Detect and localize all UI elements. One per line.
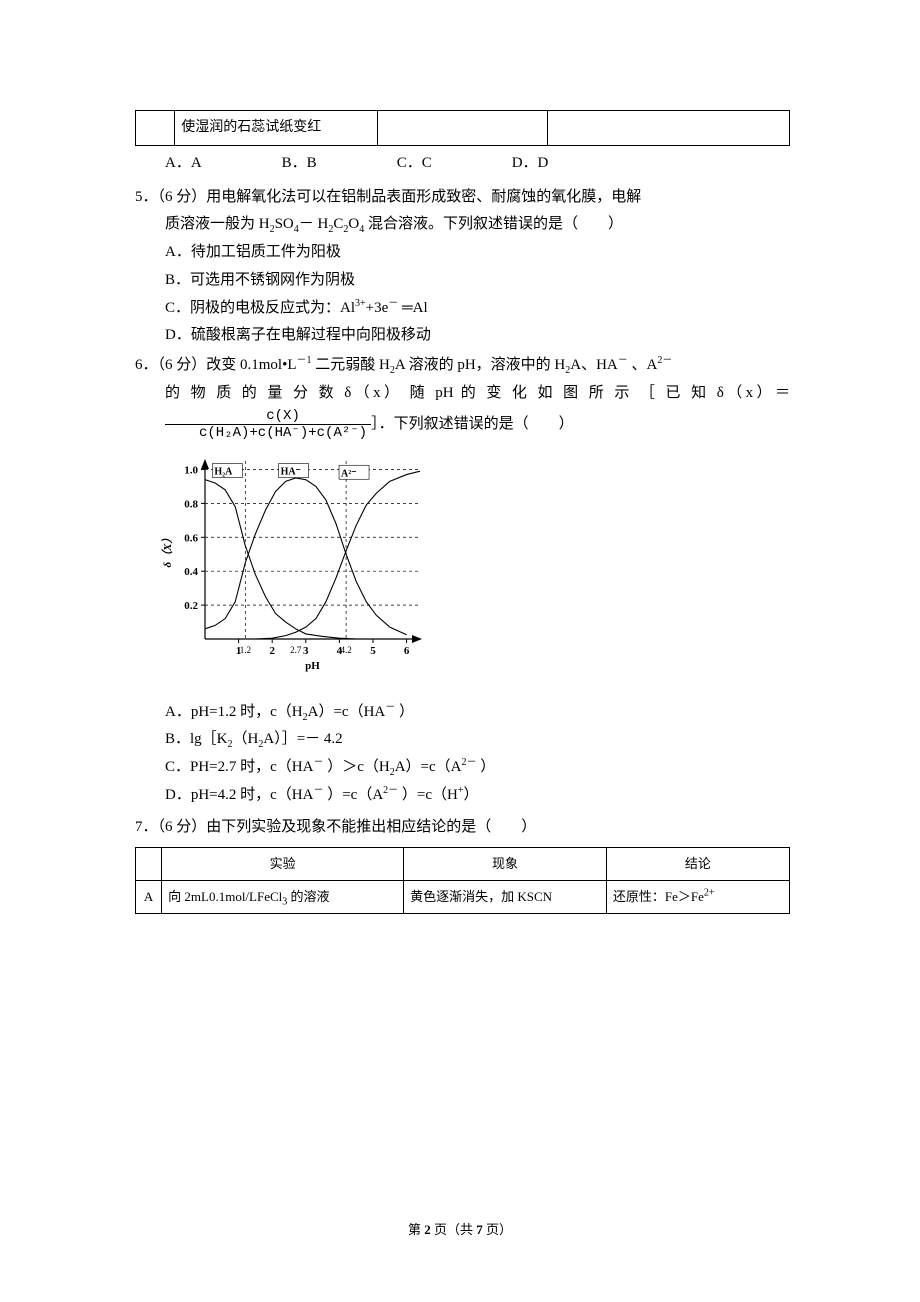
- svg-text:1.2: 1.2: [240, 645, 251, 655]
- table-row: 实验现象结论: [136, 848, 790, 881]
- q5-opt-b: B．可选用不锈钢网作为阴极: [135, 267, 790, 295]
- q6-b-1: B．lg［K: [165, 731, 228, 747]
- chart-svg: 0.20.40.60.81.01234561.22.74.2δ（X）pHH₂AH…: [157, 453, 432, 678]
- svg-text:0.2: 0.2: [184, 600, 198, 612]
- svg-text:2: 2: [269, 645, 275, 657]
- q7: 7．（6 分）由下列实验及现象不能推出相应结论的是（ ） 实验现象结论A向 2m…: [135, 814, 790, 915]
- q6-opt-c: C．PH=2.7 时，c（HA－ ）＞c（H2A）=c（A2－ ）: [135, 754, 790, 782]
- q4-opt-a: A．A: [165, 150, 202, 178]
- q6-l1-a: 6．（6 分）改变 0.1mol•L: [135, 357, 297, 373]
- q4-options: A．A B．B C．C D．D: [165, 150, 790, 178]
- q6-stem-line3: c(X) c(H₂A)+c(HA⁻)+c(A²⁻) ］．下列叙述错误的是（ ）: [135, 408, 790, 441]
- table-header-cell: 实验: [162, 848, 404, 881]
- svg-text:5: 5: [370, 645, 376, 657]
- q6-l1-d: A、HA: [570, 357, 618, 373]
- svg-text:HA⁻: HA⁻: [281, 466, 301, 477]
- svg-text:3: 3: [303, 645, 309, 657]
- q6-frac-num: c(X): [165, 408, 371, 425]
- q6-a-2: A）=c（HA: [308, 704, 386, 720]
- q6-c-3: A）=c（A: [395, 759, 462, 775]
- q5-l2-a: 质溶液一般为 H: [165, 216, 270, 232]
- svg-text:0.4: 0.4: [184, 566, 198, 578]
- svg-text:δ（X）: δ（X）: [161, 532, 174, 567]
- q6-d-1: D．pH=4.2 时，c（HA: [165, 787, 313, 803]
- svg-text:A²⁻: A²⁻: [341, 468, 357, 479]
- q5-stem-line1: 5．（6 分）用电解氧化法可以在铝制品表面形成致密、耐腐蚀的氧化膜，电解: [135, 184, 790, 212]
- table-header-cell: 现象: [404, 848, 607, 881]
- q5-opt-d: D．硫酸根离子在电解过程中向阳极移动: [135, 322, 790, 350]
- table-header-cell: 结论: [606, 848, 789, 881]
- q5-l2-c: 混合溶液。下列叙述错误的是（ ）: [364, 216, 623, 232]
- q6-opt-d: D．pH=4.2 时，c（HA－ ）=c（A2－ ）=c（H+）: [135, 782, 790, 810]
- top-partial-table: 使湿润的石蕊试纸变红: [135, 110, 790, 146]
- table-cell: 还原性：Fe＞Fe2+: [606, 881, 789, 914]
- table-header-cell: [136, 848, 162, 881]
- q6-c-1: C．PH=2.7 时，c（HA: [165, 759, 313, 775]
- q6-a-3: ）: [395, 704, 414, 720]
- q6-c-4: ）: [477, 759, 496, 775]
- q6-chart: 0.20.40.60.81.01234561.22.74.2δ（X）pHH₂AH…: [157, 453, 790, 689]
- table-cell: [548, 111, 790, 146]
- table-cell: 使湿润的石蕊试纸变红: [175, 111, 378, 146]
- q6-b-2: （H: [233, 731, 259, 747]
- table-row: 使湿润的石蕊试纸变红: [136, 111, 790, 146]
- q5-c-c: ═Al: [398, 300, 427, 316]
- svg-text:H₂A: H₂A: [214, 466, 233, 477]
- q6-a-1: A．pH=1.2 时，c（H: [165, 704, 303, 720]
- table-cell: [136, 111, 175, 146]
- q6-l1-b: 二元弱酸 H: [312, 357, 390, 373]
- table-cell: 向 2mL0.1mol/LFeCl3 的溶液: [162, 881, 404, 914]
- table-cell: [377, 111, 547, 146]
- q6-d-3: ）=c（H: [398, 787, 458, 803]
- svg-text:1.0: 1.0: [184, 464, 198, 476]
- table-cell: 黄色逐渐消失，加 KSCN: [404, 881, 607, 914]
- svg-text:4.2: 4.2: [340, 645, 351, 655]
- q6-d-2: ）=c（A: [323, 787, 383, 803]
- q5-stem-line2: 质溶液一般为 H2SO4－ H2C2O4 混合溶液。下列叙述错误的是（ ）: [135, 211, 790, 239]
- svg-text:pH: pH: [305, 660, 320, 672]
- q6-l3-tail: ］．下列叙述错误的是（ ）: [371, 416, 574, 432]
- q5-opt-c: C．阴极的电极反应式为：Al3++3e－ ═Al: [135, 295, 790, 323]
- q4-opt-d: D．D: [512, 150, 549, 178]
- q6-b-3: A）］=－ 4.2: [263, 731, 342, 747]
- q4-opt-b: B．B: [282, 150, 317, 178]
- svg-text:6: 6: [404, 645, 410, 657]
- page-footer: 第 2 页（共 7 页）: [0, 1218, 920, 1242]
- q6-opt-b: B．lg［K2（H2A）］=－ 4.2: [135, 726, 790, 754]
- q6: 6．（6 分）改变 0.1mol•L－1 二元弱酸 H2A 溶液的 pH，溶液中…: [135, 352, 790, 809]
- svg-text:2.7: 2.7: [290, 645, 302, 655]
- q5-c-b: +3e: [366, 300, 389, 316]
- q6-fraction: c(X) c(H₂A)+c(HA⁻)+c(A²⁻): [165, 408, 371, 441]
- q6-l1-e: 、A: [628, 357, 658, 373]
- table-cell: A: [136, 881, 162, 914]
- q7-stem: 7．（6 分）由下列实验及现象不能推出相应结论的是（ ）: [135, 814, 790, 842]
- table-row: A向 2mL0.1mol/LFeCl3 的溶液黄色逐渐消失，加 KSCN还原性：…: [136, 881, 790, 914]
- footer-prefix: 第: [408, 1222, 424, 1237]
- q5-l2-b: － H: [299, 216, 329, 232]
- footer-suffix: 页）: [483, 1222, 512, 1237]
- q5-opt-a: A．待加工铝质工件为阳极: [135, 239, 790, 267]
- q6-frac-den: c(H₂A)+c(HA⁻)+c(A²⁻): [165, 425, 371, 441]
- q6-stem-line1: 6．（6 分）改变 0.1mol•L－1 二元弱酸 H2A 溶液的 pH，溶液中…: [135, 352, 790, 380]
- svg-text:0.8: 0.8: [184, 498, 198, 510]
- q5: 5．（6 分）用电解氧化法可以在铝制品表面形成致密、耐腐蚀的氧化膜，电解 质溶液…: [135, 184, 790, 351]
- q6-d-4: ）: [464, 787, 479, 803]
- q4-opt-c: C．C: [397, 150, 432, 178]
- q6-stem-line2: 的 物 质 的 量 分 数 δ（x） 随 pH 的 变 化 如 图 所 示 ［ …: [135, 380, 790, 408]
- q7-table: 实验现象结论A向 2mL0.1mol/LFeCl3 的溶液黄色逐渐消失，加 KS…: [135, 847, 790, 914]
- q5-c-a: C．阴极的电极反应式为：Al: [165, 300, 355, 316]
- page: 使湿润的石蕊试纸变红 A．A B．B C．C D．D 5．（6 分）用电解氧化法…: [0, 0, 920, 1302]
- svg-text:0.6: 0.6: [184, 532, 198, 544]
- footer-mid: 页（共: [431, 1222, 477, 1237]
- q6-l1-c: A 溶液的 pH，溶液中的 H: [395, 357, 565, 373]
- q6-opt-a: A．pH=1.2 时，c（H2A）=c（HA－ ）: [135, 699, 790, 727]
- q6-c-2: ）＞c（H: [323, 759, 389, 775]
